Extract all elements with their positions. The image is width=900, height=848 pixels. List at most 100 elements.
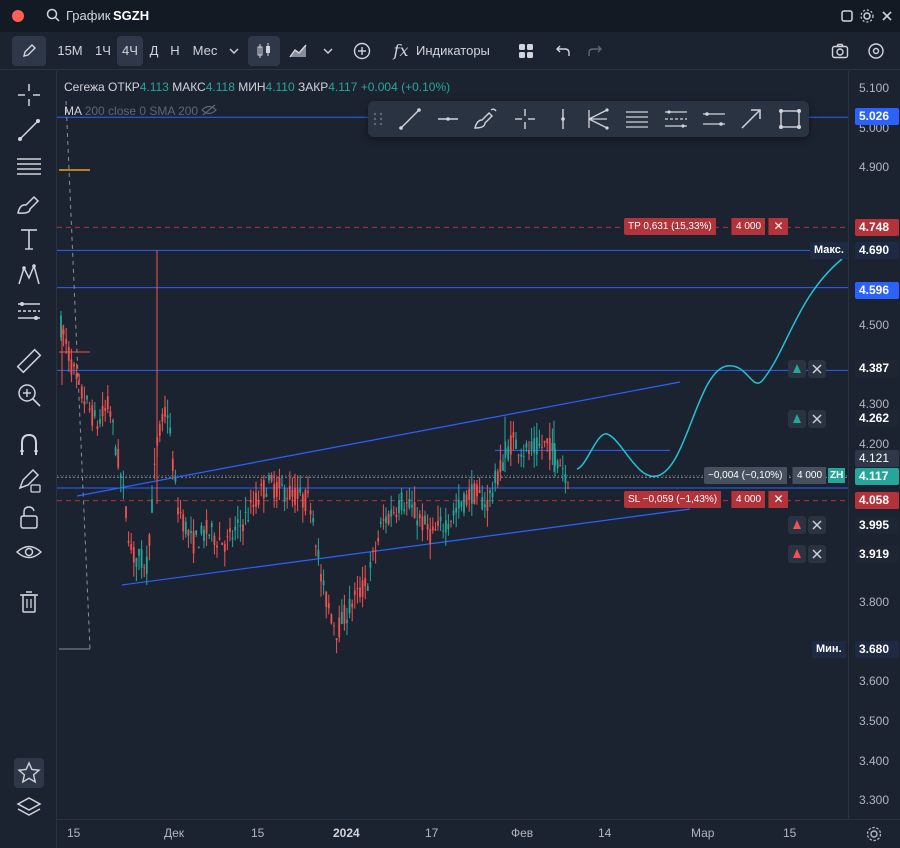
- timeframe-1h[interactable]: 1Ч: [95, 43, 111, 58]
- arrow-icon[interactable]: [738, 106, 764, 132]
- timeframe-day[interactable]: Д: [149, 43, 159, 58]
- redo-icon[interactable]: [582, 36, 608, 66]
- position-pnl-label[interactable]: −0,004 (−0,10%): [704, 467, 787, 484]
- stop-loss-label[interactable]: SL −0,059 (−1,43%): [624, 491, 722, 508]
- candle-body: [184, 521, 187, 535]
- candle-body: [372, 550, 374, 552]
- rectangle-icon[interactable]: [777, 106, 803, 132]
- pencil-icon[interactable]: [12, 36, 46, 66]
- crosshair-icon[interactable]: [14, 80, 44, 110]
- candle-body: [161, 413, 164, 422]
- fib-retracement-icon[interactable]: [624, 106, 650, 132]
- ruler-icon[interactable]: [14, 346, 44, 376]
- alert-down-icon[interactable]: [788, 516, 806, 534]
- candle-body: [205, 520, 208, 534]
- trash-icon[interactable]: [14, 587, 44, 617]
- candle-body: [125, 506, 127, 518]
- fib-retracement-icon[interactable]: [14, 151, 44, 181]
- undo-icon[interactable]: [550, 36, 576, 66]
- brush-icon[interactable]: [14, 189, 44, 219]
- text-tool-icon[interactable]: [14, 224, 44, 254]
- candle-body: [270, 475, 273, 482]
- candle-body: [197, 547, 200, 549]
- eye-icon[interactable]: [14, 537, 44, 567]
- candle-body: [541, 446, 543, 448]
- alert-remove-icon[interactable]: [808, 410, 826, 428]
- lock-drawing-icon[interactable]: [14, 465, 44, 495]
- horizontal-line-icon[interactable]: [435, 106, 461, 132]
- candle-body: [476, 484, 478, 497]
- timeframe-month[interactable]: Мес: [192, 43, 218, 58]
- timeframe-dropdown-chevron-icon[interactable]: [224, 36, 244, 66]
- trend-line-icon[interactable]: [14, 115, 44, 145]
- add-compare-icon[interactable]: [348, 36, 376, 66]
- maximize-icon[interactable]: [840, 9, 854, 23]
- alert-up-icon[interactable]: [788, 410, 806, 428]
- channel-upper-line: [76, 381, 681, 497]
- alert-down-icon[interactable]: [788, 545, 806, 563]
- candle-body: [343, 605, 346, 624]
- vertical-line-icon[interactable]: [550, 106, 576, 132]
- lock-icon[interactable]: [14, 502, 44, 532]
- change-value: +0.004 (+0.10%): [360, 80, 451, 94]
- candle-body: [65, 338, 68, 344]
- area-chart-icon[interactable]: [284, 36, 312, 66]
- quick-settings-icon[interactable]: [862, 36, 890, 66]
- close-icon[interactable]: [880, 9, 894, 23]
- candle-body: [127, 541, 130, 543]
- eye-hidden-icon[interactable]: [201, 104, 218, 116]
- search-icon[interactable]: [46, 8, 60, 22]
- camera-icon[interactable]: [826, 36, 854, 66]
- layers-icon[interactable]: [14, 793, 44, 823]
- alert-remove-icon[interactable]: [808, 545, 826, 563]
- stop-loss-qty[interactable]: 4 000: [731, 491, 766, 508]
- price-axis[interactable]: 5.100 5.000 4.900 4.500 4.300 4.200 3.80…: [848, 71, 900, 819]
- take-profit-close-button[interactable]: ✕: [768, 218, 788, 235]
- chart-pane[interactable]: [57, 71, 848, 819]
- timeframe-week[interactable]: Н: [170, 43, 180, 58]
- alert-remove-icon[interactable]: [808, 516, 826, 534]
- candle-body: [177, 507, 179, 515]
- gear-icon[interactable]: [860, 9, 874, 23]
- candle-body: [411, 504, 413, 508]
- price-chart[interactable]: [57, 71, 848, 819]
- layout-grid-icon[interactable]: [512, 36, 540, 66]
- trend-line-icon[interactable]: [397, 106, 423, 132]
- take-profit-qty[interactable]: 4 000: [731, 218, 766, 235]
- alert-up-icon[interactable]: [788, 360, 806, 378]
- instrument-name: Сегежа: [64, 80, 105, 94]
- timeframe-15m[interactable]: 15М: [57, 43, 83, 58]
- window-ticker[interactable]: SGZH: [113, 8, 150, 23]
- stop-loss-close-button[interactable]: ✕: [768, 491, 788, 508]
- candle-body: [333, 625, 335, 627]
- pitchfork-icon[interactable]: [585, 106, 611, 132]
- pattern-icon[interactable]: [14, 260, 44, 290]
- brush-icon[interactable]: [472, 106, 498, 132]
- axis-settings-gear-icon[interactable]: [865, 825, 883, 843]
- indicators-button[interactable]: Индикаторы: [416, 43, 490, 58]
- open-value: 4.113: [139, 80, 169, 94]
- favorites-button[interactable]: [14, 758, 44, 788]
- time-axis[interactable]: 15 Дек 15 2024 17 Фев 14 Мар 15: [57, 819, 900, 848]
- position-qty[interactable]: 4 000: [792, 467, 827, 484]
- open-label: ОТКР: [108, 80, 140, 94]
- parallel-channel-icon[interactable]: [701, 106, 727, 132]
- prediction-icon[interactable]: [14, 296, 44, 326]
- take-profit-label[interactable]: TP 0,631 (15,33%): [624, 218, 716, 235]
- chart-type-chevron-icon[interactable]: [318, 36, 338, 66]
- magnet-icon[interactable]: [14, 430, 44, 460]
- drag-handle-icon[interactable]: [372, 106, 384, 132]
- zoom-in-icon[interactable]: [14, 380, 44, 410]
- cross-line-icon[interactable]: [512, 106, 538, 132]
- alert-remove-icon[interactable]: [808, 360, 826, 378]
- candle-body: [288, 485, 291, 500]
- candle-body: [395, 514, 398, 518]
- candle-body: [283, 488, 286, 502]
- fib-extension-icon[interactable]: [663, 106, 689, 132]
- indicators-icon[interactable]: fx: [393, 41, 409, 60]
- timeframe-4h[interactable]: 4Ч: [117, 36, 143, 66]
- candles-icon[interactable]: [248, 36, 280, 66]
- window-close-button[interactable]: [12, 10, 24, 22]
- price-badge-alert-3995: 3.995: [855, 517, 899, 534]
- ma-legend[interactable]: MA 200 close 0 SMA 200: [64, 104, 218, 118]
